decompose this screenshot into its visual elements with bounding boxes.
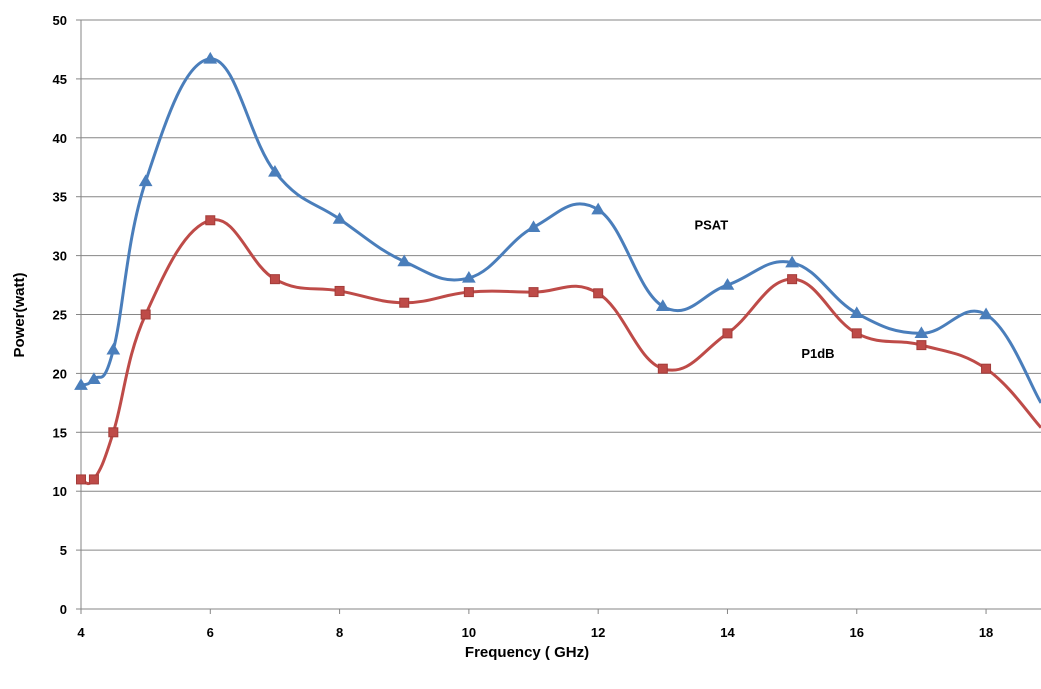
point-psat [914, 326, 929, 339]
y-axis: 0 5 10 15 20 25 30 35 40 45 50 [53, 13, 82, 617]
y-tick-label: 35 [53, 190, 67, 205]
point-psat [203, 51, 218, 64]
y-tick-label: 5 [60, 543, 67, 558]
series-markers [74, 51, 993, 485]
point-psat [720, 278, 735, 290]
point-p1db [528, 287, 539, 298]
series-line-p1db [80, 218, 1041, 486]
point-psat [268, 164, 282, 177]
y-tick-label: 10 [53, 484, 67, 499]
x-tick-label: 18 [979, 625, 993, 640]
y-axis-title: Power(watt) [11, 272, 28, 357]
annotation-p1db: P1dB [801, 346, 834, 361]
point-p1db [334, 285, 345, 296]
y-tick-label: 25 [53, 308, 67, 323]
point-psat [591, 202, 606, 215]
point-p1db [399, 297, 410, 308]
point-psat [526, 220, 541, 233]
point-p1db [205, 215, 216, 226]
point-psat [332, 212, 347, 224]
point-psat [74, 378, 88, 390]
point-psat [849, 306, 864, 319]
point-psat [87, 372, 101, 384]
point-psat [138, 174, 153, 187]
x-tick-label: 8 [336, 625, 343, 640]
point-p1db [76, 474, 86, 485]
x-axis: 4 6 8 10 12 14 16 18 [77, 608, 1041, 640]
y-tick-label: 45 [53, 72, 67, 87]
x-tick-label: 4 [77, 625, 85, 640]
x-axis-title: Frequency ( GHz) [465, 644, 589, 661]
point-p1db [657, 363, 668, 374]
point-p1db [463, 287, 474, 298]
point-p1db [593, 288, 604, 299]
x-tick-label: 10 [462, 625, 476, 640]
x-tick-label: 6 [207, 625, 214, 640]
series-line-psat [80, 57, 1041, 404]
point-psat [785, 255, 799, 268]
x-tick-label: 16 [850, 625, 864, 640]
y-tick-label: 15 [53, 425, 67, 440]
x-tick-label: 14 [720, 625, 735, 640]
point-p1db [981, 363, 992, 374]
point-psat [462, 270, 476, 283]
point-psat [655, 299, 670, 311]
annotation-psat: PSAT [694, 218, 728, 233]
point-p1db [722, 328, 733, 339]
point-psat [979, 307, 993, 320]
y-tick-label: 40 [53, 131, 67, 146]
y-tick-label: 50 [53, 13, 67, 28]
y-tick-label: 20 [53, 366, 67, 381]
point-psat [397, 254, 412, 267]
series-lines [80, 57, 1041, 486]
y-tick-label: 0 [60, 602, 67, 617]
point-p1db [787, 274, 798, 285]
annotations: PSAT P1dB [694, 218, 834, 361]
y-tick-label: 30 [53, 249, 67, 264]
point-psat [106, 342, 121, 355]
x-tick-label: 12 [591, 625, 605, 640]
point-p1db [88, 474, 99, 485]
point-p1db [108, 427, 119, 438]
point-p1db [851, 328, 862, 339]
point-p1db [269, 274, 280, 285]
point-p1db [140, 309, 151, 320]
grid-lines [81, 19, 1041, 551]
point-p1db [916, 340, 927, 351]
